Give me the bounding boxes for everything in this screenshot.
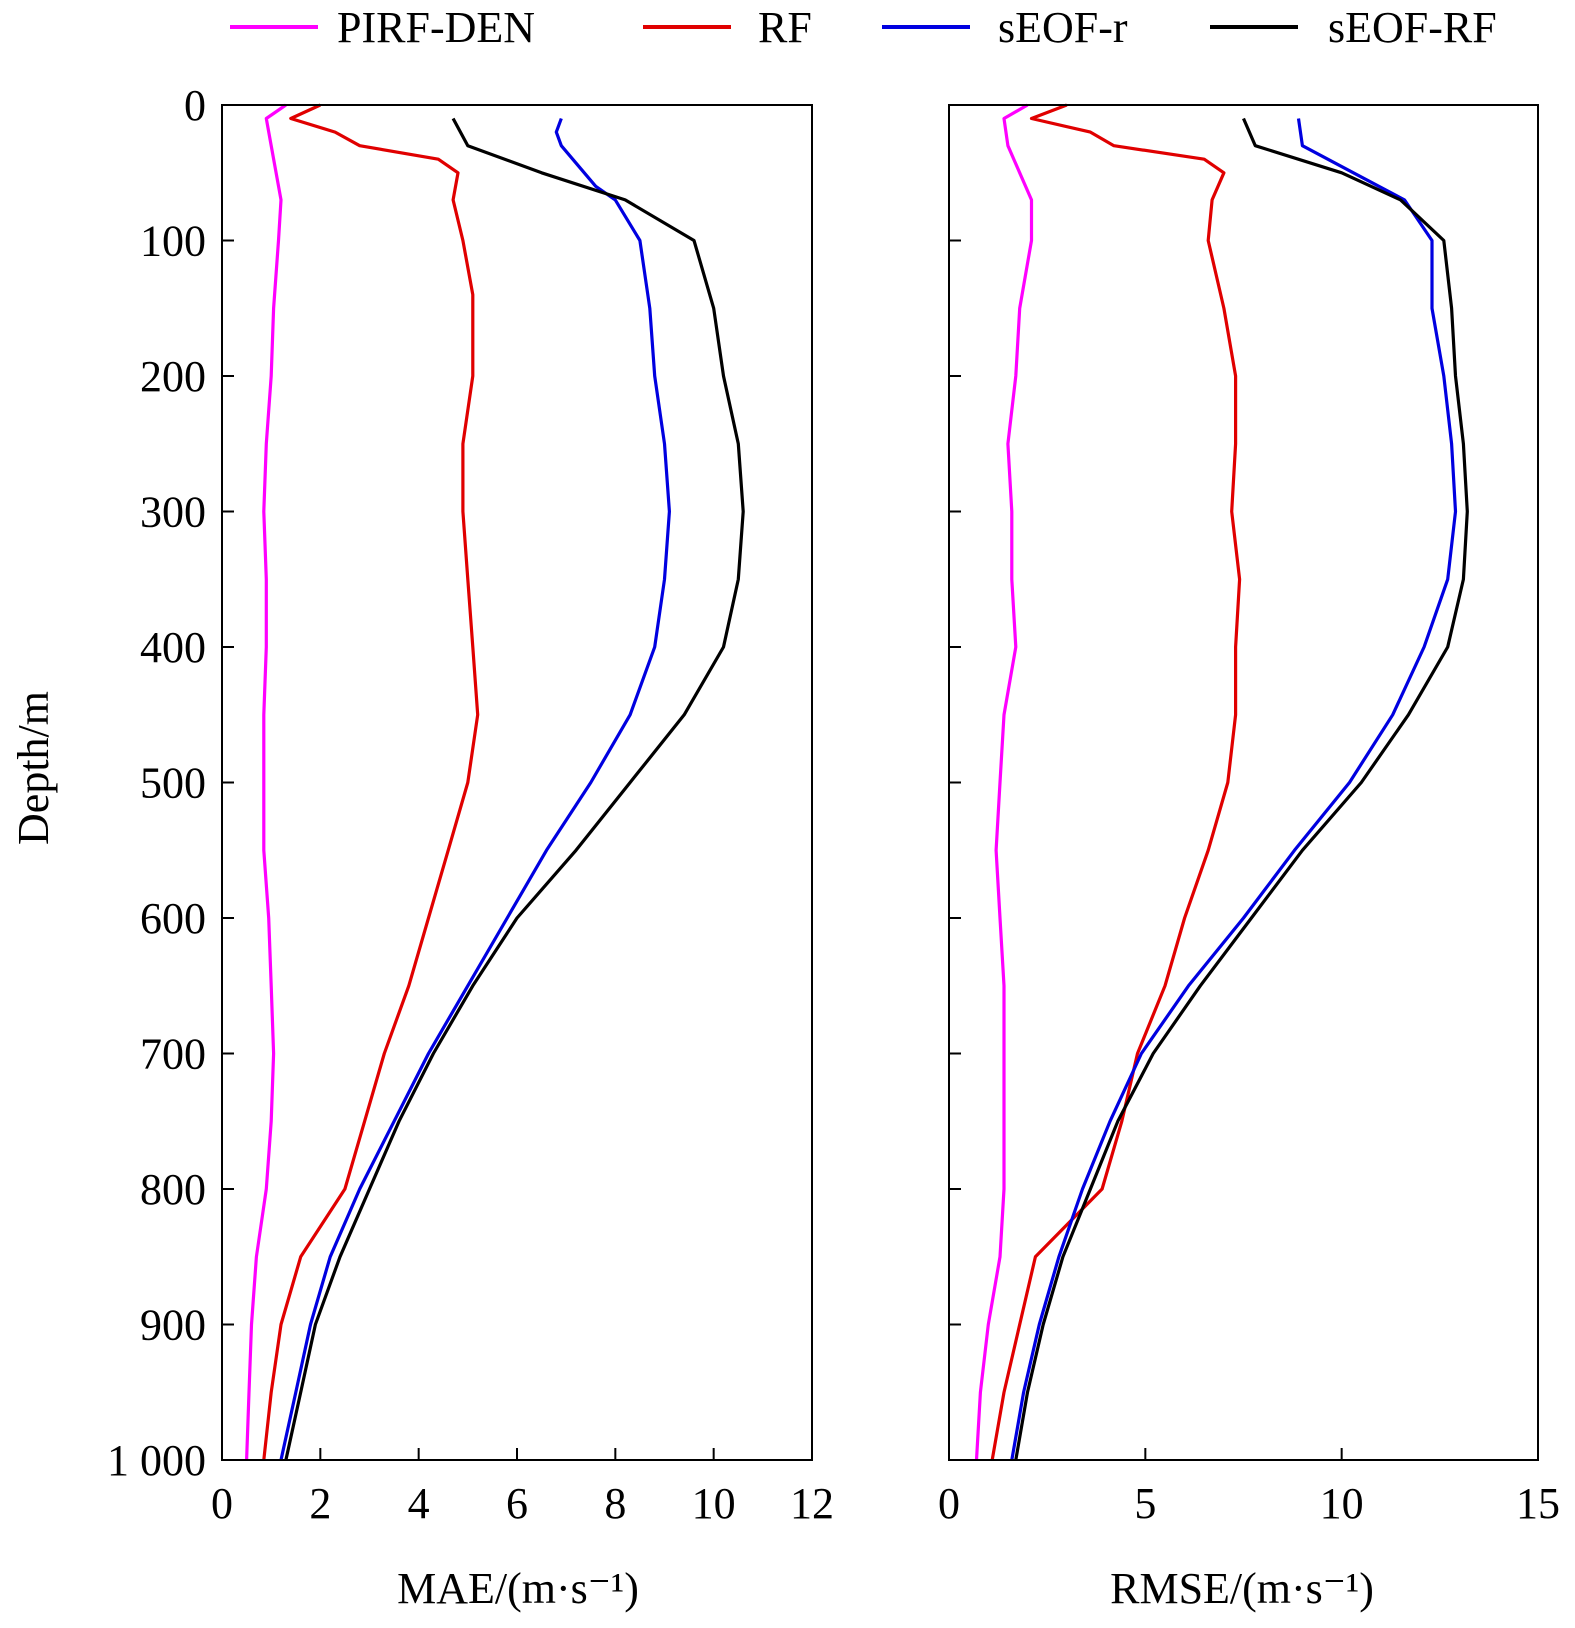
series-line-rf-rmse: [990, 103, 1242, 1461]
x-axis-label-rmse: RMSE/(m·s⁻¹): [1110, 1564, 1374, 1613]
y-tick-label: 0: [184, 81, 206, 130]
series-line-rf-mae: [262, 103, 480, 1461]
y-tick-label: 700: [140, 1030, 206, 1079]
chart-panel-rmse: RMSE/(m·s⁻¹) 0 5 10 15: [938, 103, 1560, 1613]
x-axis-label-mae: MAE/(m·s⁻¹): [397, 1564, 639, 1613]
series-line-pirf-den-mae: [245, 103, 287, 1461]
series-line-seof-r-rmse: [1010, 118, 1458, 1461]
x-tick-label-mae: 10: [692, 1479, 736, 1528]
x-tick-label-rmse: 15: [1516, 1479, 1560, 1528]
legend-item-seof-rf: sEOF-RF: [1210, 3, 1497, 52]
y-tick-label: 600: [140, 894, 206, 943]
x-tick-label-mae: 0: [211, 1479, 233, 1528]
x-tick-label-rmse: 0: [938, 1479, 960, 1528]
y-axis-label: Depth/m: [9, 691, 58, 845]
legend-label-rf: RF: [758, 3, 812, 52]
x-tick-label-mae: 6: [506, 1479, 528, 1528]
chart-panel-mae: MAE/(m·s⁻¹) 0 2 4 6 8 10 12 0 100 200 300 400 500 600…: [107, 81, 834, 1613]
y-tick-label: 800: [140, 1165, 206, 1214]
legend-label-pirf-den: PIRF-DEN: [337, 3, 535, 52]
x-tick-label-rmse: 5: [1134, 1479, 1156, 1528]
y-tick-label: 500: [140, 759, 206, 808]
legend-label-seof-r: sEOF-r: [998, 3, 1128, 52]
x-tick-label-mae: 4: [408, 1479, 430, 1528]
y-tick-label: 100: [140, 217, 206, 266]
y-tick-label: 200: [140, 352, 206, 401]
legend-item-rf: RF: [643, 3, 812, 52]
plot-frame-mae: [221, 104, 813, 1461]
legend-item-seof-r: sEOF-r: [882, 3, 1128, 52]
x-tick-label-mae: 2: [309, 1479, 331, 1528]
x-tick-label-rmse: 10: [1320, 1479, 1364, 1528]
series-line-pirf-den-rmse: [974, 103, 1034, 1461]
legend-item-pirf-den: PIRF-DEN: [230, 3, 535, 52]
series-line-seof-r-mae: [279, 117, 671, 1461]
legend: PIRF-DEN RF sEOF-r sEOF-RF: [230, 3, 1497, 52]
x-tick-label-mae: 8: [604, 1479, 626, 1528]
y-tick-label: 400: [140, 623, 206, 672]
y-tick-label: 300: [140, 488, 206, 537]
x-tick-label-mae: 12: [790, 1479, 834, 1528]
y-tick-label: 1 000: [107, 1436, 206, 1485]
legend-label-seof-rf: sEOF-RF: [1328, 3, 1497, 52]
y-tick-label: 900: [140, 1301, 206, 1350]
series-line-seof-rf-rmse: [1014, 117, 1469, 1461]
series-line-seof-rf-mae: [284, 117, 745, 1461]
